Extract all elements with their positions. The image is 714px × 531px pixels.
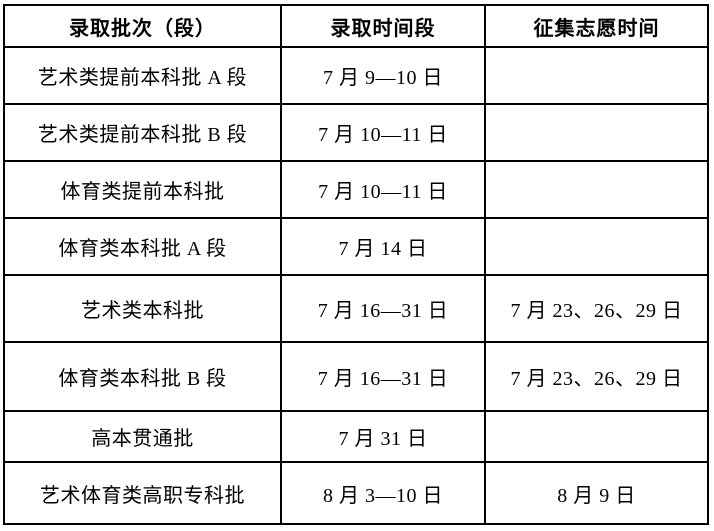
volunteer-cell — [484, 217, 709, 276]
batch-cell: 艺术类提前本科批 A 段 — [3, 46, 282, 105]
volunteer-cell: 7 月 23、26、29 日 — [484, 274, 709, 343]
table-row: 体育类提前本科批 7 月 10—11 日 — [3, 160, 709, 219]
batch-cell: 高本贯通批 — [3, 410, 282, 463]
volunteer-cell: 8 月 9 日 — [484, 461, 709, 525]
admission-schedule-table: 录取批次（段） 录取时间段 征集志愿时间 艺术类提前本科批 A 段 7 月 9—… — [3, 4, 709, 525]
time-cell: 7 月 9—10 日 — [280, 46, 486, 105]
time-cell: 7 月 31 日 — [280, 410, 486, 463]
table-row: 艺术类提前本科批 B 段 7 月 10—11 日 — [3, 103, 709, 162]
batch-cell: 体育类提前本科批 — [3, 160, 282, 219]
volunteer-cell — [484, 160, 709, 219]
table-row: 艺术类本科批 7 月 16—31 日 7 月 23、26、29 日 — [3, 274, 709, 343]
table-row: 高本贯通批 7 月 31 日 — [3, 410, 709, 463]
admission-schedule-container: 录取批次（段） 录取时间段 征集志愿时间 艺术类提前本科批 A 段 7 月 9—… — [3, 4, 709, 525]
header-batch: 录取批次（段） — [3, 4, 282, 48]
volunteer-cell: 7 月 23、26、29 日 — [484, 341, 709, 412]
time-cell: 7 月 14 日 — [280, 217, 486, 276]
table-row: 体育类本科批 A 段 7 月 14 日 — [3, 217, 709, 276]
time-cell: 7 月 16—31 日 — [280, 341, 486, 412]
volunteer-cell — [484, 103, 709, 162]
time-cell: 7 月 10—11 日 — [280, 103, 486, 162]
batch-cell: 艺术体育类高职专科批 — [3, 461, 282, 525]
table-row: 艺术体育类高职专科批 8 月 3—10 日 8 月 9 日 — [3, 461, 709, 525]
volunteer-cell — [484, 46, 709, 105]
batch-cell: 艺术类提前本科批 B 段 — [3, 103, 282, 162]
table-row: 体育类本科批 B 段 7 月 16—31 日 7 月 23、26、29 日 — [3, 341, 709, 412]
table-row: 艺术类提前本科批 A 段 7 月 9—10 日 — [3, 46, 709, 105]
time-cell: 7 月 16—31 日 — [280, 274, 486, 343]
volunteer-cell — [484, 410, 709, 463]
batch-cell: 艺术类本科批 — [3, 274, 282, 343]
batch-cell: 体育类本科批 B 段 — [3, 341, 282, 412]
header-time: 录取时间段 — [280, 4, 486, 48]
time-cell: 7 月 10—11 日 — [280, 160, 486, 219]
time-cell: 8 月 3—10 日 — [280, 461, 486, 525]
header-row: 录取批次（段） 录取时间段 征集志愿时间 — [3, 4, 709, 48]
header-volunteer: 征集志愿时间 — [484, 4, 709, 48]
batch-cell: 体育类本科批 A 段 — [3, 217, 282, 276]
